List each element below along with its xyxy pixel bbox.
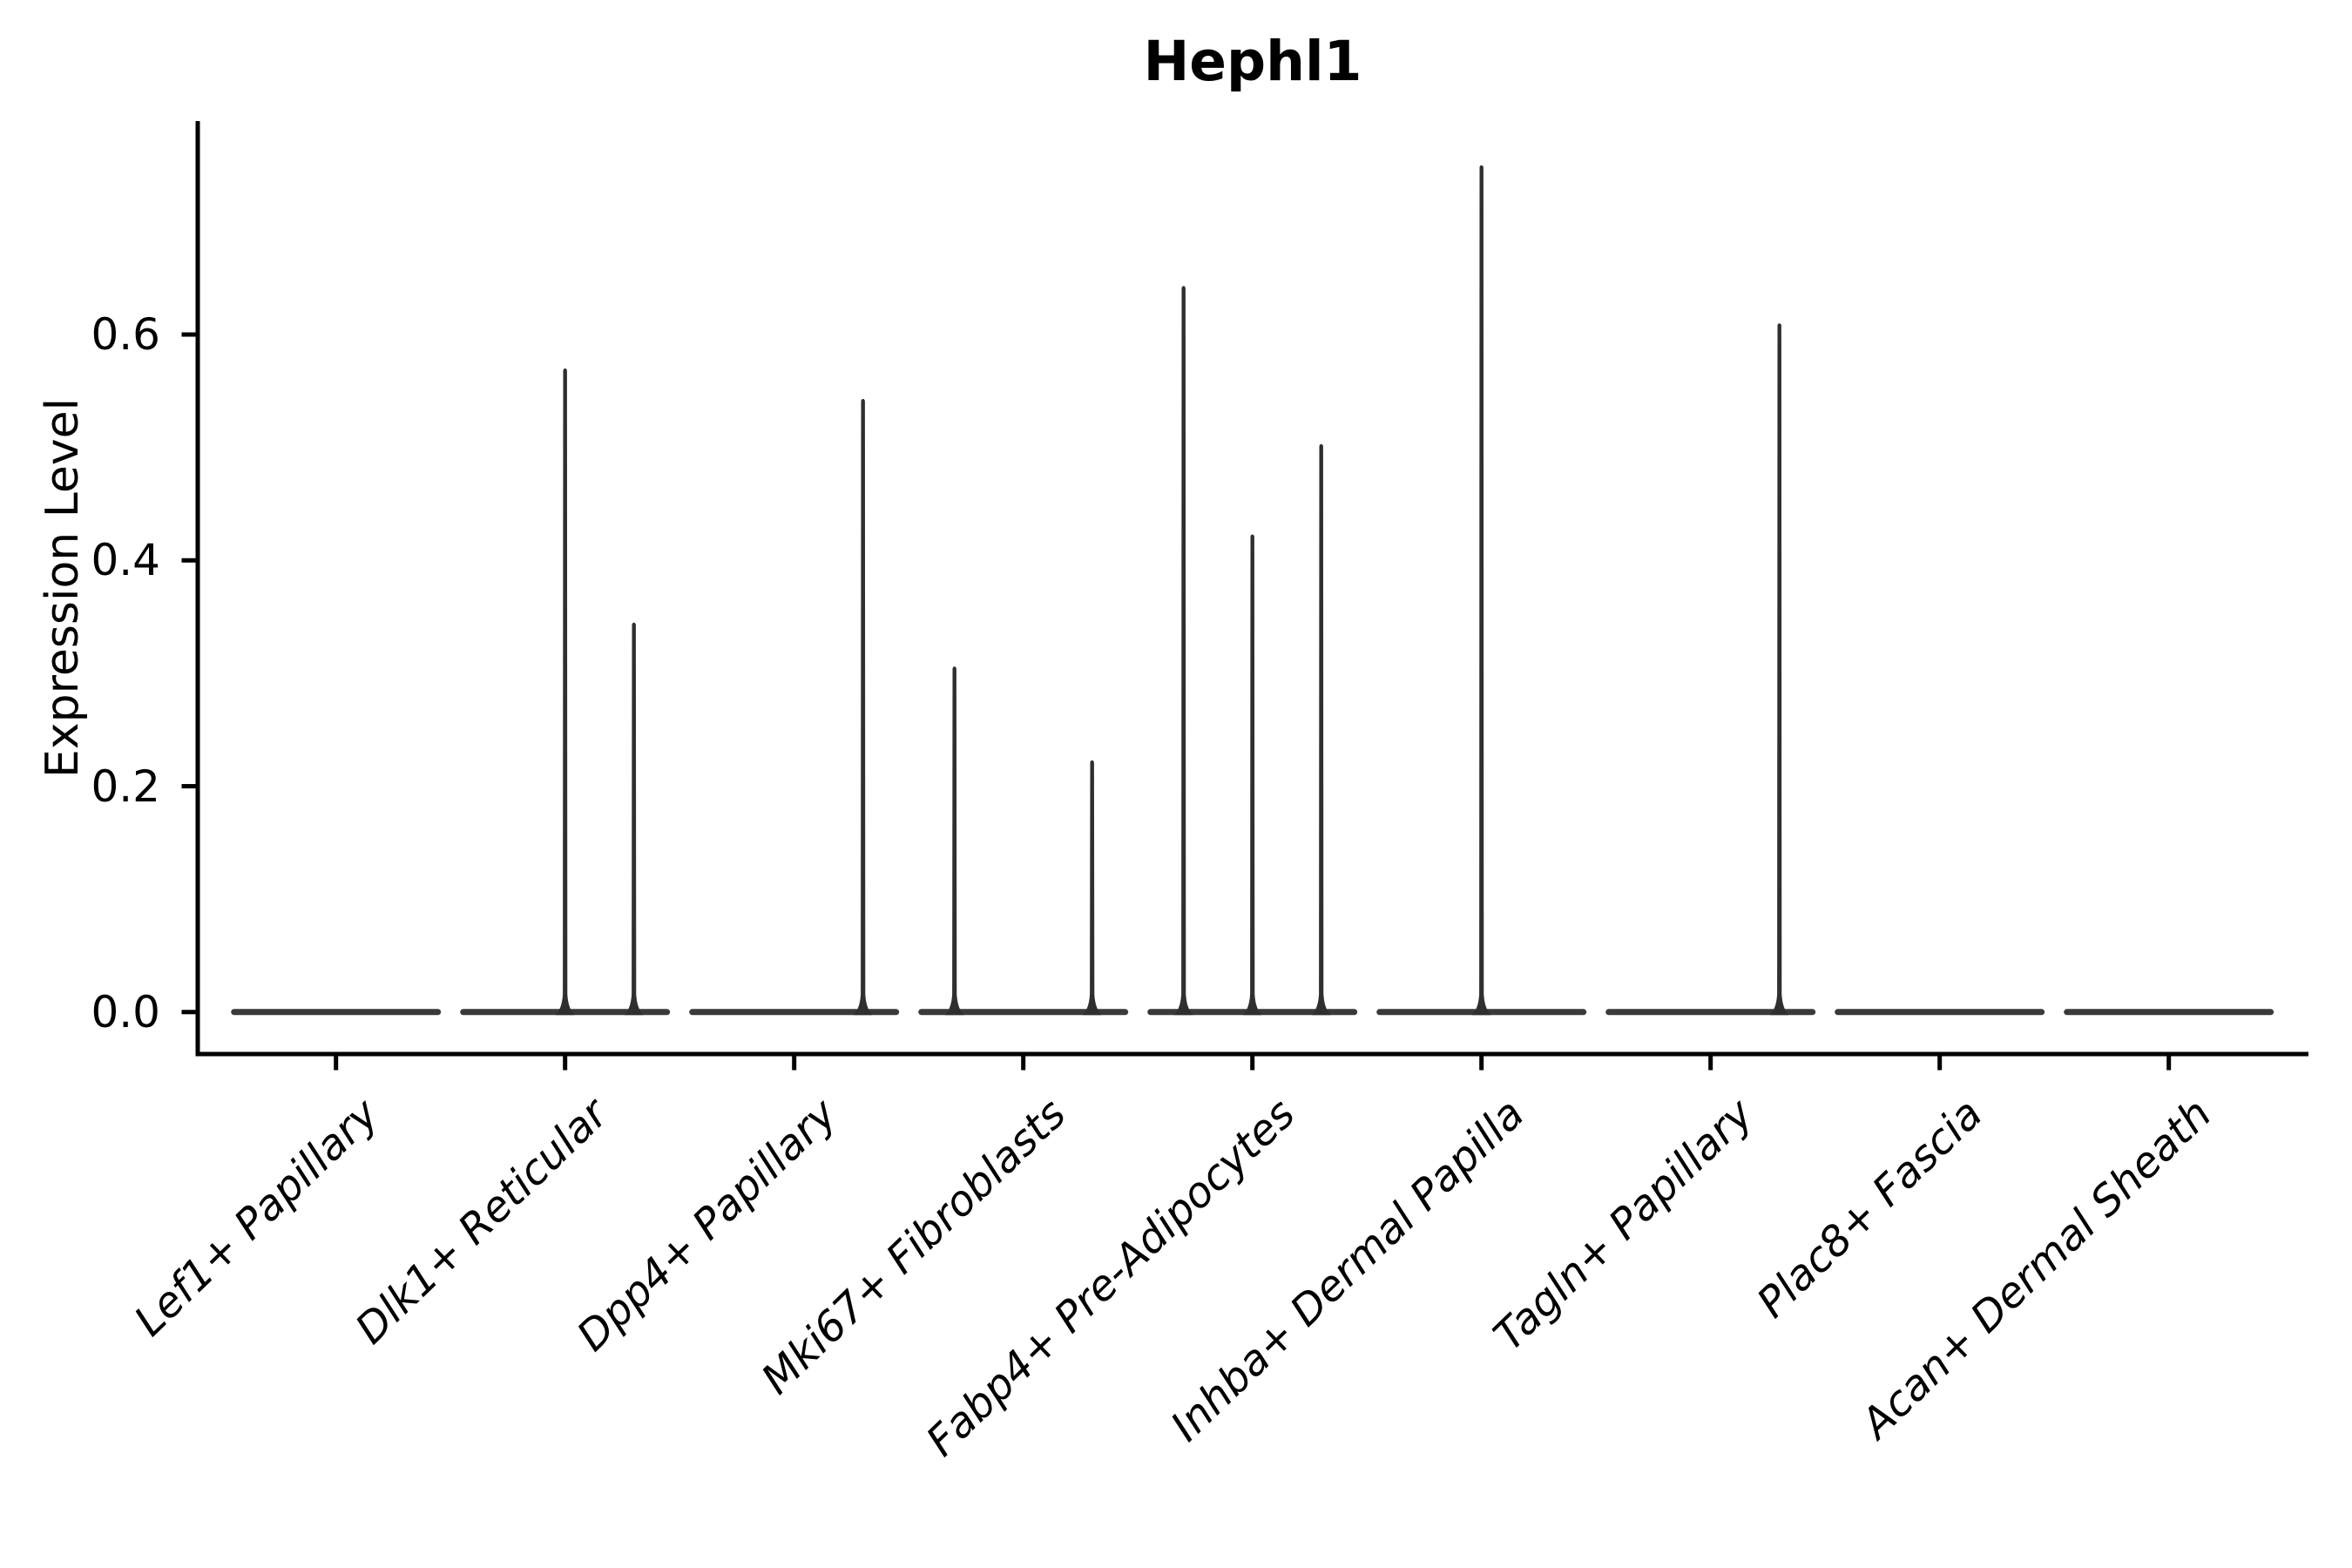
violin-base [2064, 1009, 2274, 1016]
x-tick-mark [2166, 1056, 2172, 1071]
x-tick-mark [1479, 1056, 1484, 1071]
y-tick-label: 0.6 [91, 309, 160, 361]
violin-spike [1471, 165, 1491, 1016]
violin-base [689, 1009, 900, 1016]
x-tick-mark [334, 1056, 339, 1071]
y-tick-mark [181, 784, 196, 789]
violin-spike [1769, 323, 1789, 1016]
y-tick-mark [181, 1010, 196, 1015]
violin-spike [555, 368, 575, 1016]
violin-spike [1082, 760, 1102, 1016]
violin-base [1605, 1009, 1816, 1016]
x-tick-mark [563, 1056, 568, 1071]
violin-spike [1242, 534, 1262, 1016]
violin-spike [1311, 443, 1331, 1016]
violin-spike [944, 666, 964, 1016]
x-tick-mark [1250, 1056, 1255, 1071]
violin-spike [1173, 286, 1193, 1016]
y-tick-mark [181, 332, 196, 337]
x-tick-mark [1021, 1056, 1026, 1071]
violin-base [231, 1009, 442, 1016]
y-tick-mark [181, 558, 196, 563]
x-axis-spine [195, 1051, 2308, 1057]
violin-base [1835, 1009, 2045, 1016]
violin-base [918, 1009, 1129, 1016]
y-axis-spine [195, 121, 200, 1057]
y-tick-label: 0.4 [91, 535, 160, 586]
y-tick-label: 0.2 [91, 760, 160, 812]
y-tick-label: 0.0 [91, 986, 160, 1037]
violin-spike [624, 622, 644, 1016]
x-tick-mark [1937, 1056, 1943, 1071]
chart-title: Hephl1 [1143, 30, 1362, 93]
x-tick-mark [1708, 1056, 1713, 1071]
violin-spike [853, 399, 873, 1016]
x-tick-mark [792, 1056, 797, 1071]
